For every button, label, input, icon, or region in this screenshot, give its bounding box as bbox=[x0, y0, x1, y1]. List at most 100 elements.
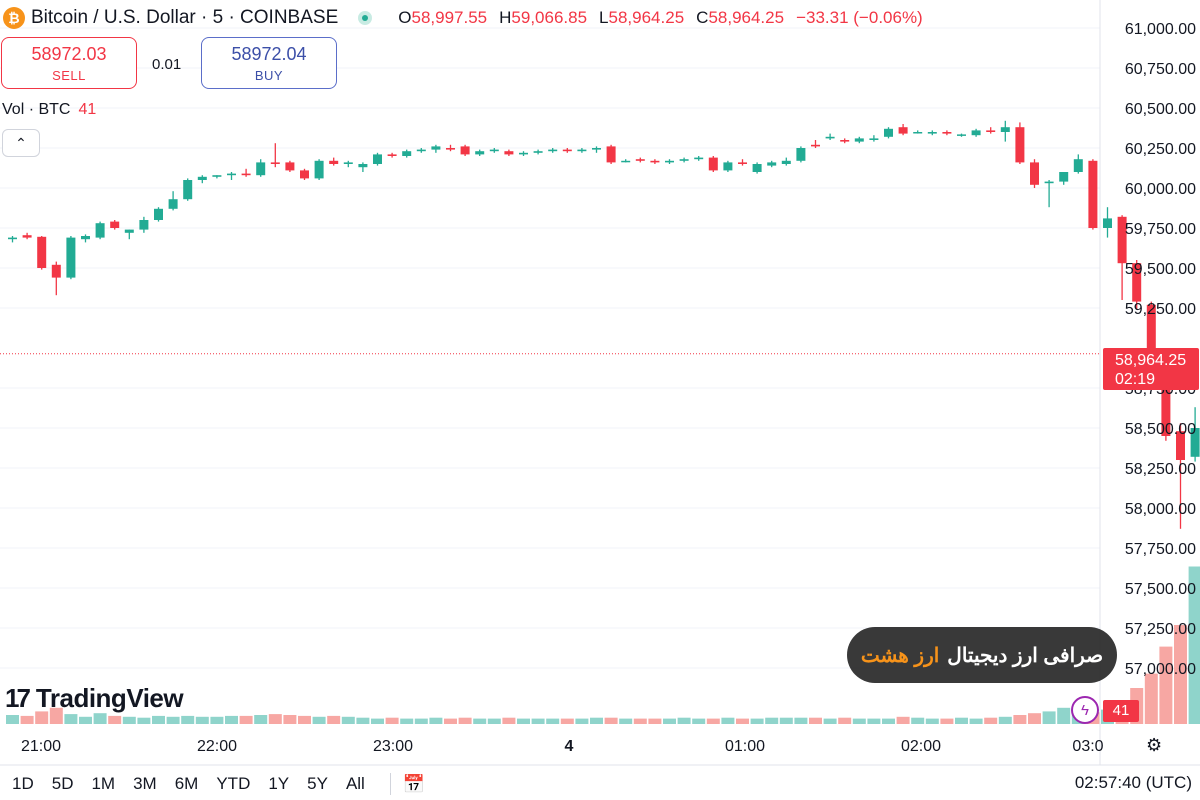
candle-body bbox=[154, 208, 163, 220]
candle bbox=[519, 151, 528, 156]
candle-body bbox=[708, 157, 718, 171]
volume-bar bbox=[122, 716, 136, 724]
volume-bar bbox=[79, 716, 92, 724]
candle bbox=[387, 152, 397, 158]
buy-label: BUY bbox=[254, 68, 284, 83]
buy-price: 58972.04 bbox=[231, 44, 307, 64]
candle bbox=[489, 148, 499, 153]
candle bbox=[884, 127, 893, 139]
volume-bar bbox=[1057, 707, 1071, 724]
range-button-3m[interactable]: 3M bbox=[133, 774, 157, 793]
chevron-up-icon: ⌃ bbox=[15, 134, 27, 151]
calendar-icon[interactable]: 📅 bbox=[402, 773, 426, 794]
range-button-all[interactable]: All bbox=[345, 774, 365, 793]
range-button-1y[interactable]: 1Y bbox=[268, 774, 290, 793]
range-button-5y[interactable]: 5Y bbox=[307, 774, 328, 793]
candle-body bbox=[781, 160, 791, 164]
volume-bar bbox=[750, 718, 764, 724]
axis-settings-icon[interactable]: ⚙ bbox=[1146, 735, 1163, 755]
price-tick-label: 57,500.00 bbox=[1125, 581, 1196, 598]
volume-bar bbox=[852, 718, 866, 724]
volume-bar bbox=[546, 718, 560, 724]
candle-body bbox=[95, 223, 105, 238]
volume-bar bbox=[809, 717, 822, 724]
candle bbox=[869, 135, 879, 142]
candle bbox=[154, 207, 163, 222]
volume-indicator-value: 41 bbox=[78, 101, 97, 118]
price-tick-label: 57,250.00 bbox=[1125, 621, 1196, 638]
volume-bar bbox=[911, 717, 925, 724]
range-button-5d[interactable]: 5D bbox=[51, 774, 74, 793]
candle-body bbox=[37, 236, 47, 268]
spread-value: 0.01 bbox=[152, 56, 182, 73]
volume-bar bbox=[998, 716, 1012, 724]
volume-bar bbox=[1028, 713, 1041, 724]
candle bbox=[1132, 260, 1142, 310]
candle-body bbox=[314, 160, 324, 179]
candle-body bbox=[884, 128, 893, 137]
price-tick-label: 59,250.00 bbox=[1125, 301, 1196, 318]
range-button-ytd[interactable]: YTD bbox=[216, 774, 251, 793]
volume-bar bbox=[298, 715, 311, 724]
volume-bar bbox=[940, 718, 954, 724]
candle bbox=[562, 148, 572, 153]
volume-indicator-legend[interactable]: Vol · BTC 41 bbox=[2, 101, 96, 119]
ohlc-close: C58,964.25 bbox=[696, 8, 785, 27]
candle-body bbox=[22, 235, 32, 238]
candle-body bbox=[431, 146, 441, 150]
volume-badge: 41 bbox=[1103, 700, 1139, 722]
candle-body bbox=[577, 149, 587, 152]
candle bbox=[256, 159, 266, 177]
candle bbox=[752, 162, 762, 174]
candle-body bbox=[402, 151, 412, 156]
candle-body bbox=[738, 162, 747, 164]
volume-bar bbox=[531, 718, 545, 724]
volume-bar bbox=[458, 717, 472, 724]
candle-body bbox=[869, 138, 879, 140]
candle-body bbox=[650, 160, 660, 163]
candle bbox=[957, 133, 966, 137]
sell-button[interactable]: 58972.03 SELL bbox=[1, 37, 137, 89]
candle bbox=[723, 160, 733, 172]
candle bbox=[533, 149, 543, 155]
last-price-tag: 58,964.25 02:19 bbox=[1103, 348, 1199, 390]
volume-bar bbox=[838, 717, 852, 724]
utc-clock[interactable]: 02:57:40 (UTC) bbox=[1074, 773, 1192, 792]
candle-body bbox=[635, 159, 645, 161]
volume-bar bbox=[794, 717, 808, 724]
candle-body bbox=[51, 264, 61, 278]
candle bbox=[66, 236, 76, 280]
sell-label: SELL bbox=[52, 68, 86, 83]
last-price-value: 58,964.25 bbox=[1115, 352, 1187, 369]
candle bbox=[708, 156, 718, 172]
tradingview-logo[interactable]: 17 TradingView bbox=[5, 683, 184, 714]
volume-bar bbox=[633, 718, 647, 724]
buy-button[interactable]: 58972.04 BUY bbox=[201, 37, 337, 89]
time-tick-label: 03:0 bbox=[1072, 738, 1103, 755]
volume-bar bbox=[575, 718, 589, 724]
candle-body bbox=[606, 146, 616, 163]
price-tick-label: 58,500.00 bbox=[1125, 421, 1196, 438]
range-button-1m[interactable]: 1M bbox=[91, 774, 116, 793]
volume-bar bbox=[663, 718, 676, 724]
range-button-6m[interactable]: 6M bbox=[174, 774, 199, 793]
range-button-1d[interactable]: 1D bbox=[12, 774, 34, 793]
candle bbox=[548, 148, 558, 153]
candle bbox=[1176, 423, 1185, 529]
collapse-legend-button[interactable]: ⌃ bbox=[2, 129, 40, 157]
candle bbox=[854, 136, 864, 144]
candle bbox=[840, 138, 850, 144]
symbol-title[interactable]: Bitcoin / U.S. Dollar · 5 · COINBASE bbox=[31, 7, 339, 28]
volume-bar bbox=[429, 717, 443, 724]
lightning-icon[interactable]: ϟ bbox=[1071, 696, 1099, 724]
price-tick-label: 60,000.00 bbox=[1125, 181, 1196, 198]
candle bbox=[635, 157, 645, 163]
candle bbox=[767, 160, 777, 168]
candle-body bbox=[504, 151, 514, 155]
candle bbox=[621, 159, 631, 163]
candle-body bbox=[168, 199, 178, 209]
volume-bar bbox=[823, 718, 837, 724]
candle bbox=[168, 191, 178, 211]
volume-bar bbox=[137, 717, 151, 724]
